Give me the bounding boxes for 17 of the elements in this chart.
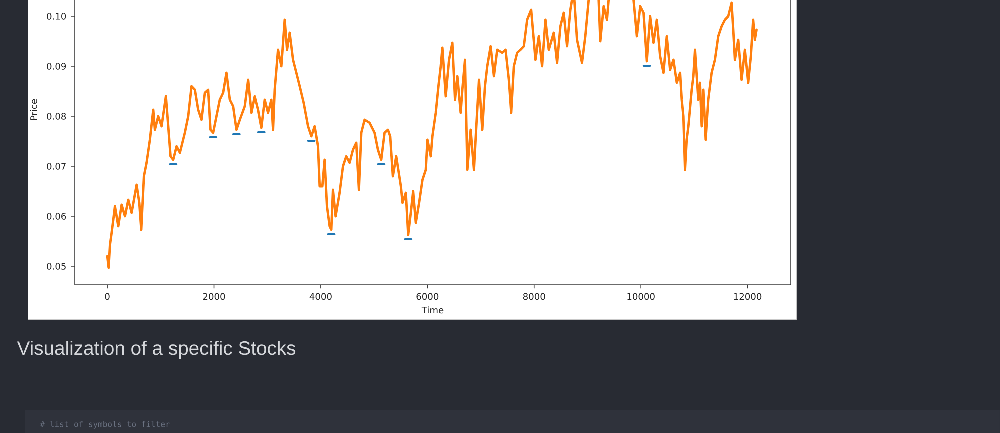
x-tick-label: 4000 (310, 293, 332, 300)
text: # list of symbols to filter (40, 421, 170, 429)
y-axis-title: Price (30, 99, 38, 120)
y-tick-label: 0.08 (47, 113, 66, 120)
x-axis-title: Time (422, 306, 444, 314)
y-tick-label: 0.05 (47, 263, 66, 270)
y-tick-label: 0.09 (47, 63, 66, 70)
y-tick-label: 0.06 (47, 213, 66, 220)
y-tick-label: 0.07 (47, 163, 66, 170)
x-tick-label: 6000 (416, 293, 439, 300)
x-tick-label: 2000 (203, 293, 226, 300)
x-tick-label: 12000 (734, 293, 762, 300)
text: Visualization of a specific Stocks (17, 340, 296, 360)
y-tick-label: 0.10 (47, 13, 66, 20)
x-tick-label: 8000 (523, 293, 546, 300)
x-tick-label: 10000 (628, 293, 655, 300)
x-tick-label: 0 (105, 293, 110, 300)
